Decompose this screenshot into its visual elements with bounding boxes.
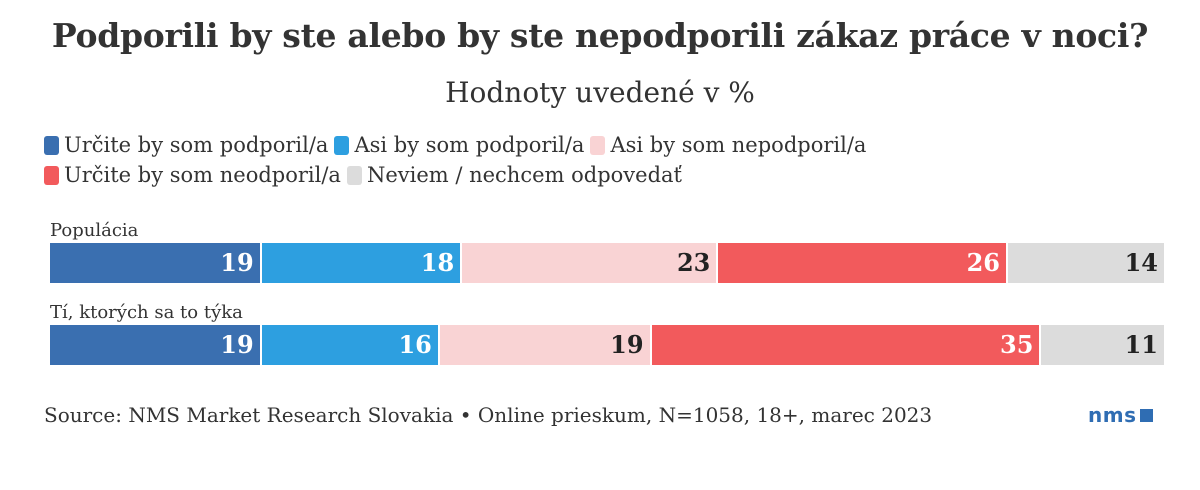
data-label: 26: [966, 248, 1001, 277]
stacked-bar: 19 16 19 35 11: [50, 325, 1164, 365]
legend-label: Asi by som nepodporil/a: [610, 133, 867, 157]
data-label: 23: [676, 248, 711, 277]
logo-text: nms: [1088, 403, 1137, 427]
legend-label: Určite by som podporil/a: [64, 133, 329, 157]
legend-label: Určite by som neodporil/a: [64, 163, 341, 187]
bar-segment: 19: [439, 325, 652, 365]
legend-label: Asi by som podporil/a: [354, 133, 585, 157]
bar-segment: 19: [50, 243, 262, 283]
legend-swatch: [334, 135, 350, 155]
chart-legend: Určite by som podporil/a Asi by som podpo…: [44, 132, 1154, 188]
bar-segment: 26: [718, 243, 1009, 283]
data-label: 35: [1000, 330, 1034, 359]
bar-segment: 23: [462, 243, 719, 283]
data-label: 16: [398, 330, 432, 359]
data-label: 11: [1124, 330, 1158, 359]
row-label: Tí, ktorých sa to týka: [50, 302, 243, 323]
bar-segment: 19: [50, 325, 262, 365]
chart-title: Podporili by ste alebo by ste nepodporil…: [51, 16, 1149, 55]
legend-item: Neviem / nechcem odpovedať: [346, 162, 682, 188]
data-label: 18: [420, 248, 455, 277]
legend-swatch: [44, 135, 59, 155]
bar-segment: 11: [1041, 325, 1164, 365]
bar-segment: 18: [261, 243, 463, 283]
legend-swatch: [590, 135, 606, 155]
legend-swatch: [346, 165, 362, 185]
logo-square-icon: [1140, 408, 1154, 422]
bar-segment: 14: [1008, 243, 1164, 283]
source-note: Source: NMS Market Research Slovakia • O…: [44, 403, 933, 427]
legend-item: Asi by som podporil/a: [334, 132, 584, 158]
nms-logo: nms: [1088, 403, 1154, 427]
legend-label: Neviem / nechcem odpovedať: [366, 163, 682, 187]
stacked-bar: 19 18 23 26 14: [50, 243, 1164, 283]
bar-segment: 16: [261, 325, 440, 365]
row-label: Populácia: [50, 220, 139, 241]
data-label: 19: [220, 248, 254, 277]
data-label: 14: [1124, 248, 1158, 277]
legend-item: Určite by som neodporil/a: [44, 162, 341, 188]
data-label: 19: [610, 330, 644, 359]
data-label: 19: [220, 330, 254, 359]
bar-segment: 35: [651, 325, 1042, 365]
legend-swatch: [44, 165, 59, 185]
chart-subtitle: Hodnoty uvedené v %: [445, 76, 755, 109]
legend-item: Asi by som nepodporil/a: [590, 132, 866, 158]
legend-item: Určite by som podporil/a: [44, 132, 328, 158]
